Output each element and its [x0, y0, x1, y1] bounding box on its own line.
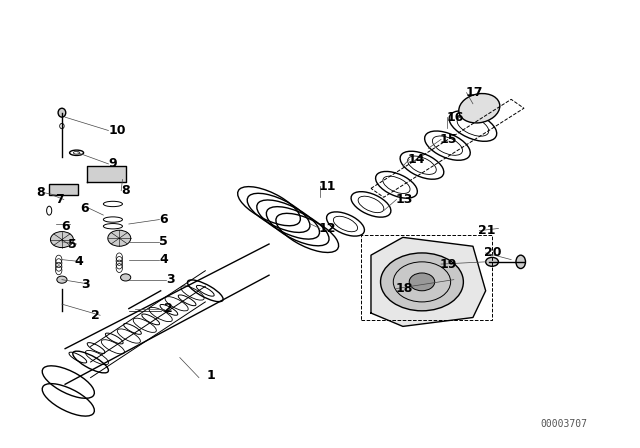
Text: 1: 1 [206, 369, 215, 382]
Text: 3: 3 [166, 273, 175, 286]
Text: 17: 17 [465, 86, 483, 99]
Text: 11: 11 [319, 180, 336, 193]
Ellipse shape [58, 108, 66, 117]
Circle shape [51, 232, 74, 248]
Text: 10: 10 [108, 124, 126, 137]
Text: 00003707: 00003707 [541, 419, 588, 429]
Text: 19: 19 [440, 258, 457, 271]
Text: 5: 5 [68, 237, 77, 250]
Text: 20: 20 [484, 246, 502, 259]
Text: 14: 14 [408, 153, 426, 166]
Text: 8: 8 [121, 184, 130, 197]
Circle shape [108, 230, 131, 246]
Text: 15: 15 [440, 133, 458, 146]
Ellipse shape [516, 255, 525, 268]
Polygon shape [371, 237, 486, 327]
Text: 18: 18 [395, 282, 413, 295]
Text: 12: 12 [319, 222, 336, 235]
Text: 7: 7 [55, 193, 64, 206]
Text: 5: 5 [159, 235, 168, 248]
Ellipse shape [459, 94, 500, 123]
Circle shape [409, 273, 435, 291]
Circle shape [486, 258, 499, 266]
Text: 2: 2 [164, 302, 173, 315]
Text: 4: 4 [74, 255, 83, 268]
Text: 2: 2 [92, 309, 100, 322]
Text: 4: 4 [159, 253, 168, 266]
Text: 3: 3 [81, 278, 90, 291]
Text: 6: 6 [81, 202, 90, 215]
Circle shape [57, 276, 67, 283]
Text: 8: 8 [36, 186, 45, 199]
Text: 21: 21 [478, 224, 495, 237]
Circle shape [381, 253, 463, 311]
Circle shape [120, 274, 131, 281]
FancyBboxPatch shape [49, 184, 78, 195]
Text: 13: 13 [395, 193, 413, 206]
Text: 9: 9 [108, 157, 117, 170]
Text: 6: 6 [159, 213, 168, 226]
Polygon shape [88, 166, 125, 182]
Text: 16: 16 [446, 111, 463, 124]
Text: 6: 6 [61, 220, 70, 233]
